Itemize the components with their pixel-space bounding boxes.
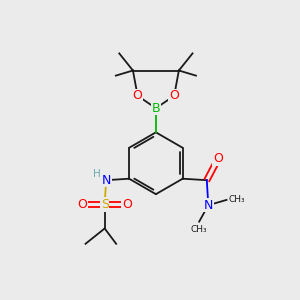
- Text: O: O: [133, 89, 142, 102]
- Text: N: N: [204, 199, 213, 212]
- Text: O: O: [78, 198, 88, 211]
- Text: B: B: [152, 102, 160, 115]
- Text: O: O: [213, 152, 223, 166]
- Text: H: H: [93, 169, 100, 179]
- Text: CH₃: CH₃: [229, 195, 245, 204]
- Text: O: O: [122, 198, 132, 211]
- Text: S: S: [101, 198, 109, 211]
- Text: N: N: [101, 174, 111, 187]
- Text: CH₃: CH₃: [191, 225, 208, 234]
- Text: O: O: [169, 89, 179, 102]
